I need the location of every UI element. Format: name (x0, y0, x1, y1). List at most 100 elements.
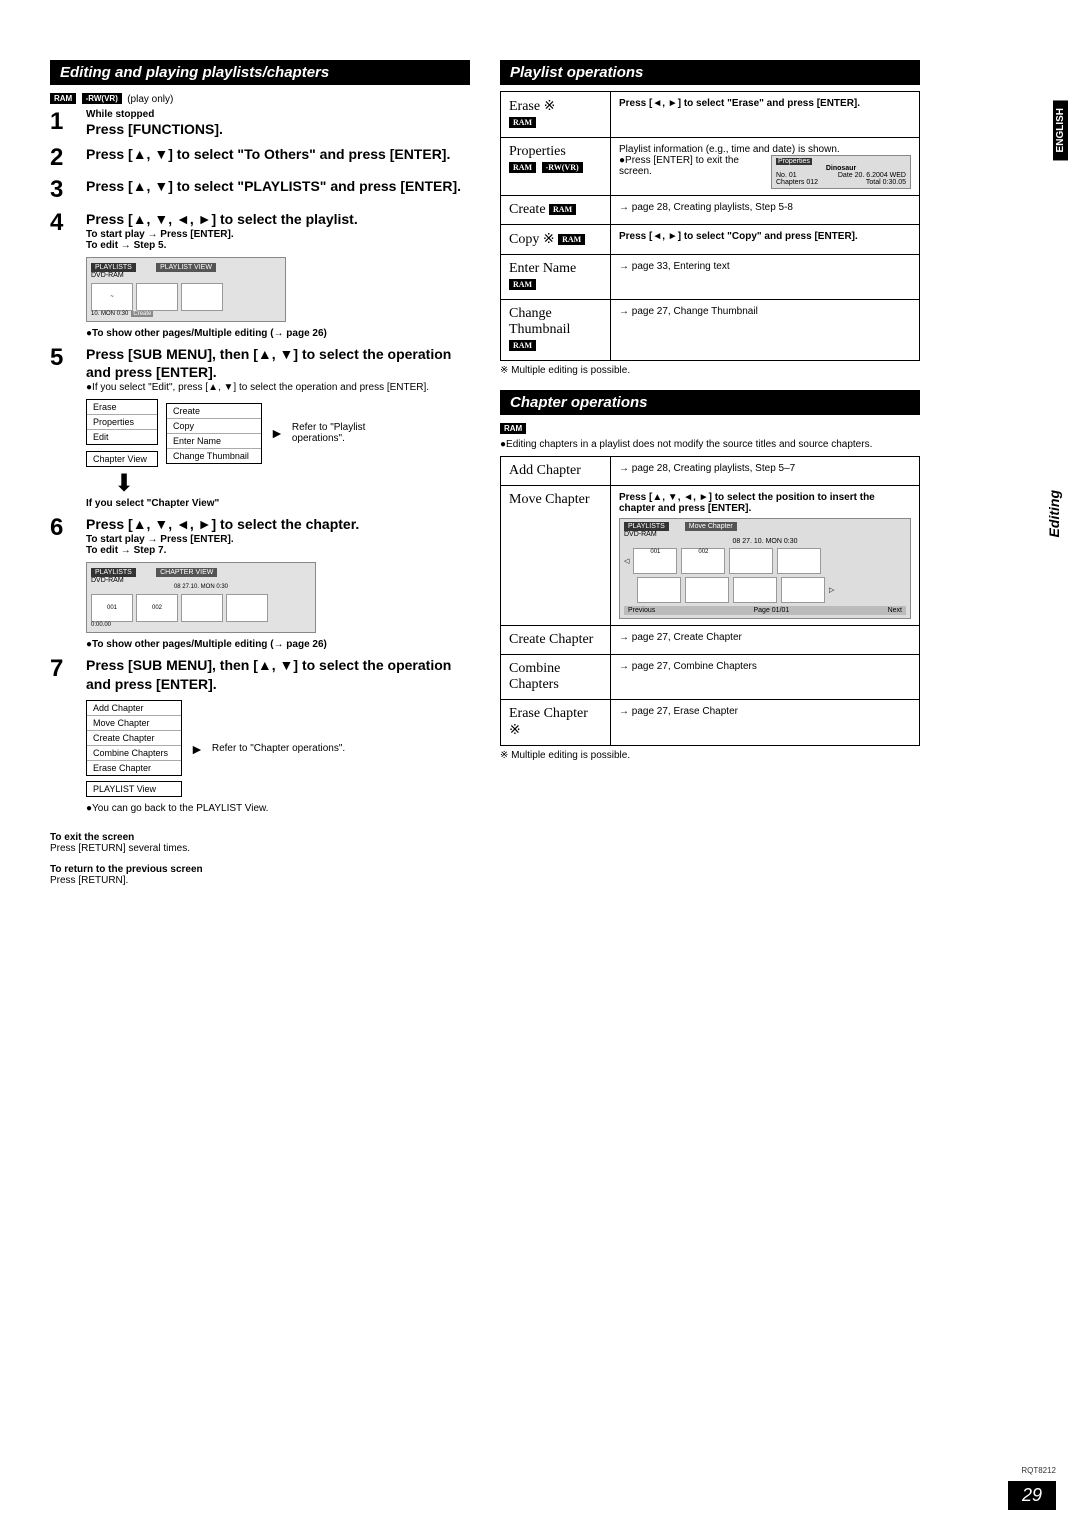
op-copy-name: Copy ※ (509, 232, 555, 247)
row-combinechapters: Combine Chapters → page 27, Combine Chap… (501, 655, 920, 700)
step-4-sub1: To start play → Press [ENTER]. (86, 229, 470, 240)
down-arrow-icon: ⬇ (114, 469, 470, 498)
step-6: 6 Press [▲, ▼, ◄, ►] to select the chapt… (50, 515, 470, 650)
fig6-c1: 001 (91, 594, 133, 622)
step-3-main: Press [▲, ▼] to select "PLAYLISTS" and p… (86, 177, 470, 196)
step-1-number: 1 (50, 109, 86, 139)
mf-c8 (781, 577, 825, 603)
figure-playlist-view: PLAYLISTS PLAYLIST VIEW DVD-RAM ~ 10. MO… (86, 257, 286, 322)
row-properties: Properties RAM -RW(VR) Playlist informat… (501, 138, 920, 196)
row-erase: Erase ※ RAM Press [◄, ►] to select "Eras… (501, 92, 920, 138)
doc-id: RQT8212 (1008, 1466, 1056, 1475)
mf-prev: Previous (628, 607, 655, 614)
fig4-title1: PLAYLISTS (91, 263, 136, 272)
menu-copy: Copy (167, 419, 261, 434)
row-copy: Copy ※ RAM Press [◄, ►] to select "Copy"… (501, 225, 920, 255)
op-entername-name: Enter Name (509, 261, 576, 276)
op-props-desc: Playlist information (e.g., time and dat… (619, 144, 840, 155)
chapter-intro: ●Editing chapters in a playlist does not… (500, 439, 920, 450)
fig6-disc: DVD-RAM (91, 577, 311, 584)
menu-right: Create Copy Enter Name Change Thumbnail (166, 403, 262, 464)
op-create-desc: → page 28, Creating playlists, Step 5-8 (611, 196, 920, 225)
mf-c6 (685, 577, 729, 603)
fig6-c3 (181, 594, 223, 622)
left-tri-icon: ◁ (624, 557, 629, 565)
header-editing-playing: Editing and playing playlists/chapters (50, 60, 470, 85)
step-7-refer: Refer to "Chapter operations". (212, 743, 345, 754)
step-7-main: Press [SUB MENU], then [▲, ▼] to select … (86, 656, 470, 694)
fig6-time: 0:00.00 (91, 622, 311, 628)
step-4-note: ●To show other pages/Multiple editing (→… (86, 328, 470, 339)
mf-disc: DVD-RAM (624, 531, 906, 538)
op-copy-desc: Press [◄, ►] to select "Copy" and press … (619, 231, 858, 242)
fig4-thumb1: ~ (91, 283, 133, 311)
arrow-icon: ► (270, 425, 284, 441)
step-2: 2 Press [▲, ▼] to select "To Others" and… (50, 145, 470, 171)
note-multi-2: ※ Multiple editing is possible. (500, 750, 920, 761)
text-play-only: (play only) (127, 94, 173, 105)
op-erase-name: Erase ※ (509, 99, 555, 114)
step-5-number: 5 (50, 345, 86, 510)
pb-no-label: No. (776, 172, 787, 179)
op-erase-desc: Press [◄, ►] to select "Erase" and press… (619, 98, 860, 109)
mf-cap: 08 27. 10. MON 0:30 (624, 538, 906, 545)
menu-left: Erase Properties Edit (86, 399, 158, 445)
op-cc-desc: → page 27, Create Chapter (611, 626, 920, 655)
badge-ram-props: RAM (509, 162, 536, 173)
menu7-move: Move Chapter (87, 716, 181, 731)
page-number: 29 (1008, 1481, 1056, 1510)
row-erasechapter: Erase Chapter ※ → page 27, Erase Chapter (501, 700, 920, 746)
row-create: Create RAM → page 28, Creating playlists… (501, 196, 920, 225)
menu-create: Create (167, 404, 261, 419)
fig6-title2: CHAPTER VIEW (156, 568, 217, 577)
fig4-disc: DVD-RAM (91, 272, 281, 279)
right-tri-icon: ▷ (829, 586, 834, 594)
mf-title1: PLAYLISTS (624, 522, 669, 531)
row-changethumb: Change ThumbnailRAM → page 27, Change Th… (501, 300, 920, 361)
badge-ram: RAM (50, 93, 76, 104)
return-text: Press [RETURN]. (50, 875, 470, 886)
fig4-title2: PLAYLIST VIEW (156, 263, 216, 272)
op-move-name: Move Chapter (501, 486, 611, 626)
op-add-name: Add Chapter (501, 457, 611, 486)
step-4: 4 Press [▲, ▼, ◄, ►] to select the playl… (50, 210, 470, 339)
step-4-sub2: To edit → Step 5. (86, 240, 470, 251)
badge-ram-erase: RAM (509, 117, 536, 128)
op-move-desc: Press [▲, ▼, ◄, ►] to select the positio… (619, 492, 875, 514)
header-chapter-ops: Chapter operations (500, 390, 920, 415)
table-playlist-ops: Erase ※ RAM Press [◄, ►] to select "Eras… (500, 91, 920, 361)
menu-properties: Properties (87, 415, 157, 430)
figure-move-chapter: PLAYLISTS Move Chapter DVD-RAM 08 27. 10… (619, 518, 911, 619)
step-5-if: If you select "Chapter View" (86, 498, 470, 509)
column-left: Editing and playing playlists/chapters R… (50, 60, 470, 886)
header-playlist-ops: Playlist operations (500, 60, 920, 85)
pb-name: Dinosaur (776, 165, 906, 172)
step-3-number: 3 (50, 177, 86, 203)
mf-c1: 001 (633, 548, 677, 574)
menu-edit: Edit (87, 430, 157, 444)
menu7-create: Create Chapter (87, 731, 181, 746)
side-tab-editing: Editing (1046, 490, 1062, 537)
mf-c2: 002 (681, 548, 725, 574)
menu7-combine: Combine Chapters (87, 746, 181, 761)
table-chapter-ops: Add Chapter → page 28, Creating playlist… (500, 456, 920, 746)
badge-ram-chops: RAM (500, 423, 526, 434)
row-createchapter: Create Chapter → page 27, Create Chapter (501, 626, 920, 655)
step-1: 1 While stopped Press [FUNCTIONS]. (50, 109, 470, 139)
row-entername: Enter Name RAM → page 33, Entering text (501, 255, 920, 300)
fig6-title1: PLAYLISTS (91, 568, 136, 577)
menu7: Add Chapter Move Chapter Create Chapter … (86, 700, 182, 776)
badge-ram-create: RAM (549, 204, 576, 215)
step-4-number: 4 (50, 210, 86, 339)
fig6-c2: 002 (136, 594, 178, 622)
mf-c3 (729, 548, 773, 574)
op-comb-desc: → page 27, Combine Chapters (611, 655, 920, 700)
fig6-c4 (226, 594, 268, 622)
fig4-thumb3 (181, 283, 223, 311)
menu-erase: Erase (87, 400, 157, 415)
step-6-note: ●To show other pages/Multiple editing (→… (86, 639, 470, 650)
pb-ch-label: Chapters (776, 179, 804, 186)
step-2-number: 2 (50, 145, 86, 171)
menu-chapterview: Chapter View (86, 451, 158, 467)
step-6-sub1: To start play → Press [ENTER]. (86, 534, 470, 545)
